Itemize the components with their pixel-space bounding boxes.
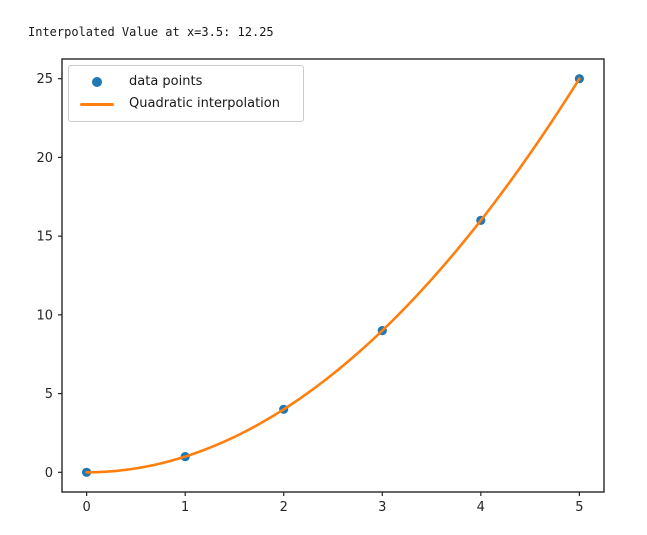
- y-tick-label: 15: [36, 230, 53, 245]
- y-tick-label: 5: [45, 387, 53, 402]
- x-tick-label: 2: [280, 500, 288, 515]
- plot-border: [61, 58, 605, 493]
- x-tick-label: 3: [378, 500, 386, 515]
- scatter-marker-icon: [92, 77, 102, 87]
- y-tick-label: 20: [36, 151, 53, 166]
- legend-label-data-points: data points: [129, 74, 203, 89]
- legend-item-data-points: data points: [79, 71, 293, 93]
- x-tick-label: 4: [477, 500, 485, 515]
- x-tick-label: 5: [575, 500, 583, 515]
- console-output-text: Interpolated Value at x=3.5: 12.25: [28, 25, 274, 39]
- x-tick-label: 1: [181, 500, 189, 515]
- y-tick-label: 10: [36, 308, 53, 323]
- legend-item-quadratic-interpolation: Quadratic interpolation: [79, 93, 293, 115]
- interpolation-curve: [85, 77, 581, 474]
- line-marker-icon: [80, 102, 114, 106]
- y-tick-label: 0: [45, 466, 53, 481]
- legend-label-quadratic-interpolation: Quadratic interpolation: [129, 96, 280, 111]
- x-tick-label: 0: [82, 500, 90, 515]
- y-tick-label: 25: [36, 72, 53, 87]
- chart-legend: data points Quadratic interpolation: [68, 65, 304, 122]
